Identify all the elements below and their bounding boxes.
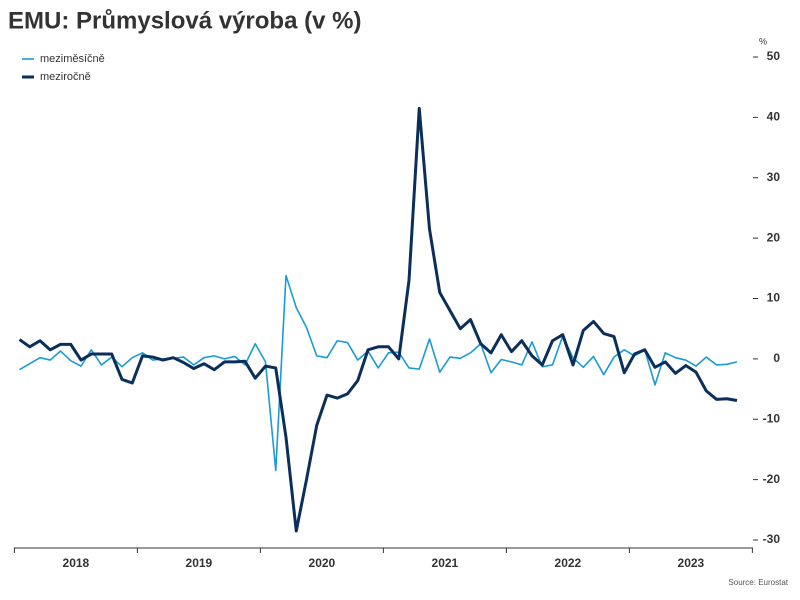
y-tick-label: 40 xyxy=(767,110,781,124)
x-tick-label: 2021 xyxy=(432,556,459,570)
y-tick-label: -10 xyxy=(763,411,781,425)
x-tick-label: 2018 xyxy=(63,556,90,570)
legend-label: meziměsíčně xyxy=(40,53,105,65)
y-tick-label: 10 xyxy=(767,291,781,305)
series-line xyxy=(18,106,738,533)
x-tick-label: 2020 xyxy=(309,556,336,570)
y-tick-label: 30 xyxy=(767,170,781,184)
y-tick-label: 50 xyxy=(767,49,781,63)
x-tick-label: 2022 xyxy=(555,556,582,570)
y-tick-label: 20 xyxy=(767,230,781,244)
chart-title: EMU: Průmyslová výroba (v %) xyxy=(8,7,361,34)
x-tick-label: 2023 xyxy=(678,556,705,570)
y-tick-label: -30 xyxy=(763,532,781,546)
y-tick-label: 0 xyxy=(773,351,780,365)
source: Source: Eurostat xyxy=(728,578,788,587)
series-line xyxy=(19,274,738,472)
y-tick-label: -20 xyxy=(763,472,781,486)
y-unit: % xyxy=(759,36,767,46)
x-tick-label: 2019 xyxy=(186,556,213,570)
legend-label: meziročně xyxy=(40,71,91,83)
